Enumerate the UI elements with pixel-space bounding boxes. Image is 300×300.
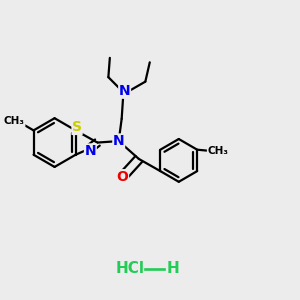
Text: CH₃: CH₃ (207, 146, 228, 156)
Text: HCl: HCl (116, 261, 145, 276)
Text: O: O (117, 170, 128, 184)
Text: H: H (167, 261, 179, 276)
Text: N: N (85, 144, 96, 158)
Text: N: N (113, 134, 124, 148)
Text: S: S (72, 120, 82, 134)
Text: N: N (119, 84, 130, 98)
Text: CH₃: CH₃ (4, 116, 25, 127)
